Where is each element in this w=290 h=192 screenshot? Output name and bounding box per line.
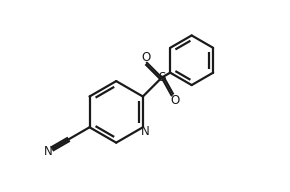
Text: N: N (44, 145, 52, 158)
Text: O: O (141, 51, 151, 64)
Text: O: O (170, 94, 179, 107)
Text: S: S (158, 71, 165, 84)
Text: N: N (141, 125, 150, 138)
